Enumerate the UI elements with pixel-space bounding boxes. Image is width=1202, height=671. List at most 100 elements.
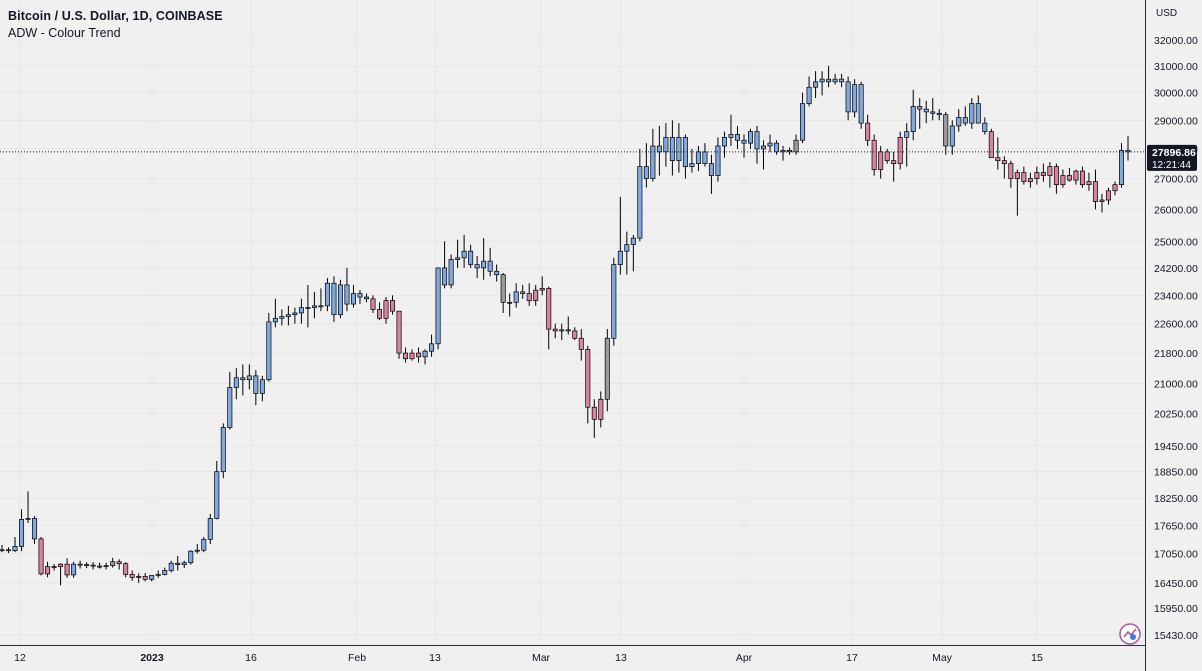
- candle[interactable]: [324, 278, 330, 312]
- candle[interactable]: [689, 148, 695, 173]
- candle[interactable]: [136, 573, 142, 583]
- candle[interactable]: [676, 123, 682, 173]
- candle[interactable]: [734, 125, 740, 149]
- candle[interactable]: [6, 547, 12, 554]
- candle[interactable]: [305, 284, 311, 328]
- candle[interactable]: [318, 288, 324, 312]
- candle[interactable]: [25, 491, 31, 524]
- candle[interactable]: [344, 267, 350, 312]
- candle[interactable]: [377, 302, 383, 321]
- candle[interactable]: [1086, 172, 1092, 191]
- candle[interactable]: [363, 293, 369, 303]
- candle[interactable]: [858, 81, 864, 129]
- candle[interactable]: [38, 536, 44, 576]
- candle[interactable]: [409, 349, 415, 361]
- candle[interactable]: [956, 109, 962, 132]
- candle[interactable]: [461, 234, 467, 268]
- candle[interactable]: [1099, 193, 1105, 213]
- candle[interactable]: [1066, 168, 1072, 182]
- candle[interactable]: [943, 111, 949, 155]
- candle[interactable]: [995, 137, 1001, 170]
- candle[interactable]: [233, 368, 239, 400]
- candle[interactable]: [292, 307, 298, 324]
- candle[interactable]: [559, 323, 565, 341]
- candle[interactable]: [64, 558, 70, 578]
- candle[interactable]: [110, 557, 116, 568]
- candle[interactable]: [572, 327, 578, 341]
- candle[interactable]: [852, 79, 858, 118]
- candle[interactable]: [975, 95, 981, 124]
- candle[interactable]: [1027, 172, 1033, 188]
- candle[interactable]: [337, 279, 343, 319]
- candle[interactable]: [728, 114, 734, 147]
- candle[interactable]: [12, 536, 18, 553]
- candle[interactable]: [598, 391, 604, 428]
- candle[interactable]: [897, 131, 903, 170]
- candle[interactable]: [1060, 169, 1066, 188]
- candle[interactable]: [923, 100, 929, 124]
- candle[interactable]: [578, 329, 584, 361]
- candle[interactable]: [507, 293, 513, 317]
- candle[interactable]: [429, 334, 435, 357]
- candle[interactable]: [331, 276, 337, 322]
- candle[interactable]: [839, 73, 845, 88]
- candle[interactable]: [643, 143, 649, 188]
- candle[interactable]: [494, 264, 500, 282]
- candle[interactable]: [435, 267, 441, 350]
- tradingview-logo-icon[interactable]: [1119, 623, 1141, 645]
- candle[interactable]: [468, 244, 474, 268]
- candle[interactable]: [246, 364, 252, 390]
- candle[interactable]: [32, 516, 38, 545]
- candle[interactable]: [90, 562, 96, 570]
- candle[interactable]: [878, 146, 884, 179]
- candle[interactable]: [390, 295, 396, 315]
- candle[interactable]: [526, 283, 532, 306]
- candle[interactable]: [1053, 163, 1059, 194]
- candle[interactable]: [474, 256, 480, 279]
- candle[interactable]: [168, 560, 174, 573]
- candle[interactable]: [422, 349, 428, 365]
- candle[interactable]: [884, 148, 890, 164]
- candle[interactable]: [116, 559, 122, 570]
- candle[interactable]: [97, 562, 103, 569]
- candle[interactable]: [520, 284, 526, 299]
- candle[interactable]: [201, 536, 207, 553]
- candle[interactable]: [774, 140, 780, 155]
- candle[interactable]: [962, 106, 968, 126]
- candle[interactable]: [611, 257, 617, 346]
- candle[interactable]: [240, 364, 246, 396]
- candle[interactable]: [279, 309, 285, 326]
- candle[interactable]: [813, 71, 819, 99]
- candle[interactable]: [708, 154, 714, 194]
- candle[interactable]: [513, 283, 519, 308]
- candle[interactable]: [442, 241, 448, 289]
- candle[interactable]: [982, 117, 988, 135]
- candle[interactable]: [58, 563, 64, 586]
- candle[interactable]: [910, 89, 916, 141]
- candle[interactable]: [533, 284, 539, 306]
- candle[interactable]: [1079, 166, 1085, 188]
- candle[interactable]: [71, 561, 77, 578]
- candle[interactable]: [129, 570, 135, 581]
- candle[interactable]: [656, 125, 662, 176]
- candle[interactable]: [721, 131, 727, 158]
- candle[interactable]: [142, 572, 148, 582]
- candle[interactable]: [891, 151, 897, 182]
- candle[interactable]: [416, 347, 422, 363]
- candle[interactable]: [702, 143, 708, 167]
- candle[interactable]: [220, 423, 226, 479]
- candle[interactable]: [754, 125, 760, 164]
- candle[interactable]: [500, 272, 506, 313]
- candle[interactable]: [227, 372, 233, 430]
- candle[interactable]: [832, 73, 838, 85]
- candle[interactable]: [181, 560, 187, 569]
- candle[interactable]: [123, 562, 129, 578]
- candle[interactable]: [604, 329, 610, 412]
- candle[interactable]: [194, 544, 200, 554]
- symbol-title[interactable]: Bitcoin / U.S. Dollar, 1D, COINBASE: [8, 9, 223, 23]
- candle[interactable]: [1112, 181, 1118, 196]
- candle[interactable]: [188, 550, 194, 565]
- candle[interactable]: [1073, 169, 1079, 185]
- candle[interactable]: [396, 310, 402, 359]
